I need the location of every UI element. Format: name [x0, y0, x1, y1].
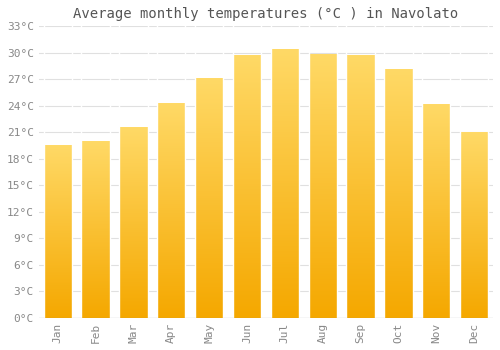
- Title: Average monthly temperatures (°C ) in Navolato: Average monthly temperatures (°C ) in Na…: [74, 7, 458, 21]
